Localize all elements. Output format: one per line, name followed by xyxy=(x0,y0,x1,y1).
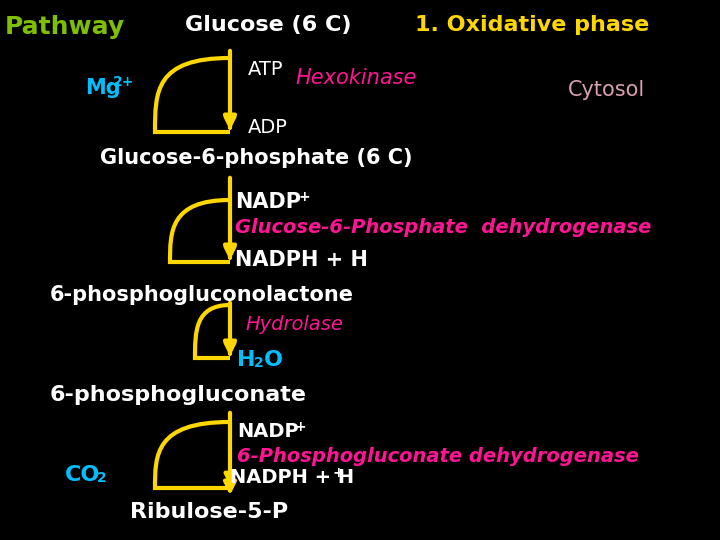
Text: 2: 2 xyxy=(254,356,264,370)
Text: Pathway: Pathway xyxy=(5,15,125,39)
Text: ATP: ATP xyxy=(248,60,284,79)
Text: Cytosol: Cytosol xyxy=(568,80,645,100)
Text: +: + xyxy=(298,190,310,204)
Text: Hydrolase: Hydrolase xyxy=(245,315,343,334)
Text: 2+: 2+ xyxy=(113,75,135,89)
Text: 1. Oxidative phase: 1. Oxidative phase xyxy=(415,15,649,35)
Text: Glucose-6-Phosphate  dehydrogenase: Glucose-6-Phosphate dehydrogenase xyxy=(235,218,652,237)
Text: 6-phosphogluconolactone: 6-phosphogluconolactone xyxy=(50,285,354,305)
Text: NADP: NADP xyxy=(237,422,299,441)
Text: Glucose (6 C): Glucose (6 C) xyxy=(185,15,351,35)
Text: ADP: ADP xyxy=(248,118,288,137)
Text: Hexokinase: Hexokinase xyxy=(295,68,416,88)
Text: Ribulose-5-P: Ribulose-5-P xyxy=(130,502,288,522)
Text: 6-Phosphogluconate dehydrogenase: 6-Phosphogluconate dehydrogenase xyxy=(237,447,639,466)
Text: Glucose-6-phosphate (6 C): Glucose-6-phosphate (6 C) xyxy=(100,148,413,168)
Text: H: H xyxy=(237,350,256,370)
Text: +: + xyxy=(333,466,345,480)
Text: NADPH + H: NADPH + H xyxy=(235,250,368,270)
Text: Mg: Mg xyxy=(85,78,121,98)
Text: 6-phosphogluconate: 6-phosphogluconate xyxy=(50,385,307,405)
Text: NADPH + H: NADPH + H xyxy=(230,468,354,487)
Text: +: + xyxy=(295,420,307,434)
Text: CO: CO xyxy=(65,465,100,485)
Text: NADP: NADP xyxy=(235,192,301,212)
Text: O: O xyxy=(264,350,283,370)
Text: 2: 2 xyxy=(97,471,107,485)
